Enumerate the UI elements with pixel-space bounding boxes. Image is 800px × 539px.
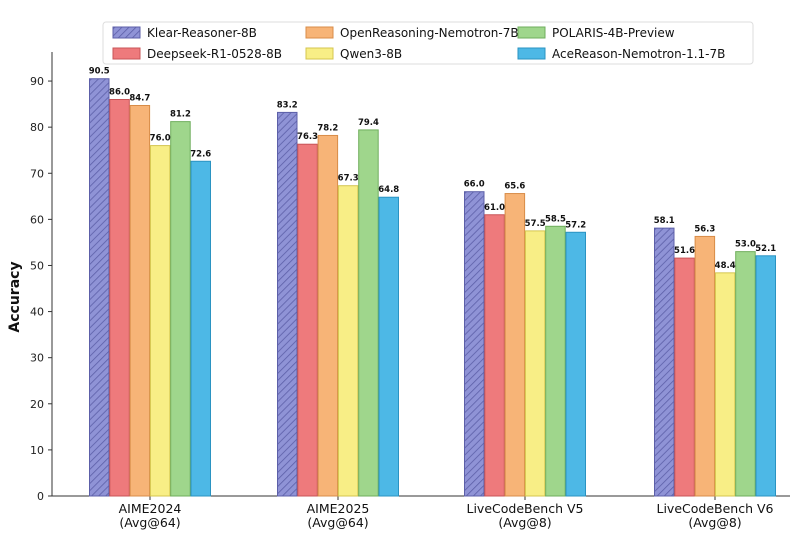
bar-openreasoning-nemotron-7b-2 bbox=[504, 193, 526, 497]
data-label: 79.4 bbox=[358, 118, 379, 128]
bar-klear-reasoner-8b-0 bbox=[89, 78, 110, 497]
bar-openreasoning-nemotron-7b-3 bbox=[694, 235, 716, 497]
data-label: 51.6 bbox=[674, 246, 695, 256]
y-tick-label: 20 bbox=[30, 398, 44, 411]
y-tick-label: 0 bbox=[37, 490, 44, 503]
bar-polaris-4b-preview-3 bbox=[735, 251, 756, 497]
legend: Klear-Reasoner-8B Deepseek-R1-0528-8B Open… bbox=[102, 21, 754, 65]
data-label: 90.5 bbox=[89, 67, 110, 77]
data-label: 57.2 bbox=[565, 220, 586, 230]
bar-acereason-nemotron-1-1-7b-1 bbox=[378, 196, 399, 497]
bar-deepseek-r1-0528-8b-3 bbox=[674, 257, 695, 497]
bar-acereason-nemotron-1-1-7b-0 bbox=[190, 160, 211, 497]
value-labels: 90.5 86.084.7 76.0 81.2 72.6 83.2 76.378.2 67.3… bbox=[89, 67, 777, 271]
legend-entry: OpenReasoning-Nemotron-7B bbox=[340, 26, 519, 40]
bar-qwen3-8b-0 bbox=[149, 145, 171, 497]
bar-deepseek-r1-0528-8b-1 bbox=[297, 143, 318, 497]
data-label: 81.2 bbox=[170, 110, 191, 120]
x-tick-label: (Avg@64) bbox=[307, 515, 368, 530]
axes: 0102030405060708090AccuracyAIME2024(Avg@… bbox=[7, 52, 790, 530]
bar-acereason-nemotron-1-1-7b-2 bbox=[565, 231, 586, 497]
legend-entry: Klear-Reasoner-8B bbox=[147, 26, 257, 40]
bar-klear-reasoner-8b-1 bbox=[277, 111, 298, 497]
y-tick-label: 10 bbox=[30, 444, 44, 457]
legend-swatch bbox=[305, 47, 334, 60]
data-label: 64.8 bbox=[378, 185, 399, 195]
legend-swatch bbox=[112, 47, 141, 60]
data-label: 48.4 bbox=[715, 261, 736, 271]
bar-qwen3-8b-3 bbox=[714, 272, 736, 497]
data-label: 76.3 bbox=[297, 132, 318, 142]
data-label: 67.3 bbox=[338, 174, 359, 184]
x-tick-label: AIME2024 bbox=[119, 501, 182, 516]
data-label: 57.5 bbox=[525, 219, 546, 229]
data-label: 86.0 bbox=[109, 87, 130, 97]
bar-openreasoning-nemotron-7b-0 bbox=[129, 104, 151, 497]
x-tick-label: AIME2025 bbox=[307, 501, 370, 516]
legend-swatch bbox=[517, 26, 546, 39]
data-label: 83.2 bbox=[277, 100, 298, 110]
bar-klear-reasoner-8b-2 bbox=[464, 191, 485, 497]
bar-klear-reasoner-8b-3 bbox=[654, 227, 675, 497]
bars bbox=[89, 78, 776, 497]
data-label: 58.5 bbox=[545, 214, 566, 224]
bar-polaris-4b-preview-1 bbox=[358, 129, 379, 497]
x-tick-label: (Avg@64) bbox=[119, 515, 180, 530]
data-label: 52.1 bbox=[755, 244, 776, 254]
y-tick-label: 70 bbox=[30, 167, 44, 180]
x-tick-label: LiveCodeBench V6 bbox=[657, 501, 774, 516]
data-label: 76.0 bbox=[150, 134, 171, 144]
legend-entry: Qwen3-8B bbox=[340, 47, 402, 61]
y-tick-label: 80 bbox=[30, 121, 44, 134]
bar-deepseek-r1-0528-8b-0 bbox=[109, 98, 130, 497]
data-label: 66.0 bbox=[464, 180, 485, 190]
data-label: 78.2 bbox=[317, 123, 338, 133]
legend-entry: AceReason-Nemotron-1.1-7B bbox=[552, 47, 725, 61]
bar-openreasoning-nemotron-7b-1 bbox=[317, 134, 339, 497]
data-label: 61.0 bbox=[484, 203, 505, 213]
x-tick-label: (Avg@8) bbox=[498, 515, 551, 530]
bar-deepseek-r1-0528-8b-2 bbox=[484, 214, 505, 497]
y-tick-label: 60 bbox=[30, 213, 44, 226]
data-label: 84.7 bbox=[129, 93, 150, 103]
x-tick-label: (Avg@8) bbox=[688, 515, 741, 530]
y-tick-label: 90 bbox=[30, 75, 44, 88]
legend-swatch bbox=[112, 26, 141, 39]
legend-box bbox=[102, 21, 754, 65]
bar-polaris-4b-preview-0 bbox=[170, 121, 191, 497]
bar-qwen3-8b-1 bbox=[337, 185, 359, 497]
data-label: 72.6 bbox=[190, 149, 211, 159]
data-label: 58.1 bbox=[654, 216, 675, 226]
bar-polaris-4b-preview-2 bbox=[545, 225, 566, 497]
legend-swatch bbox=[517, 47, 546, 60]
y-axis-label: Accuracy bbox=[7, 261, 23, 332]
y-tick-label: 50 bbox=[30, 259, 44, 272]
y-tick-label: 30 bbox=[30, 352, 44, 365]
legend-swatch bbox=[305, 26, 334, 39]
legend-entry: Deepseek-R1-0528-8B bbox=[147, 47, 282, 61]
data-label: 65.6 bbox=[504, 182, 525, 192]
data-label: 56.3 bbox=[694, 224, 715, 234]
data-label: 53.0 bbox=[735, 240, 756, 250]
legend-entry: POLARIS-4B-Preview bbox=[552, 26, 675, 40]
bar-acereason-nemotron-1-1-7b-3 bbox=[755, 255, 776, 497]
x-tick-label: LiveCodeBench V5 bbox=[467, 501, 584, 516]
bar-qwen3-8b-2 bbox=[524, 230, 546, 497]
y-tick-label: 40 bbox=[30, 306, 44, 319]
